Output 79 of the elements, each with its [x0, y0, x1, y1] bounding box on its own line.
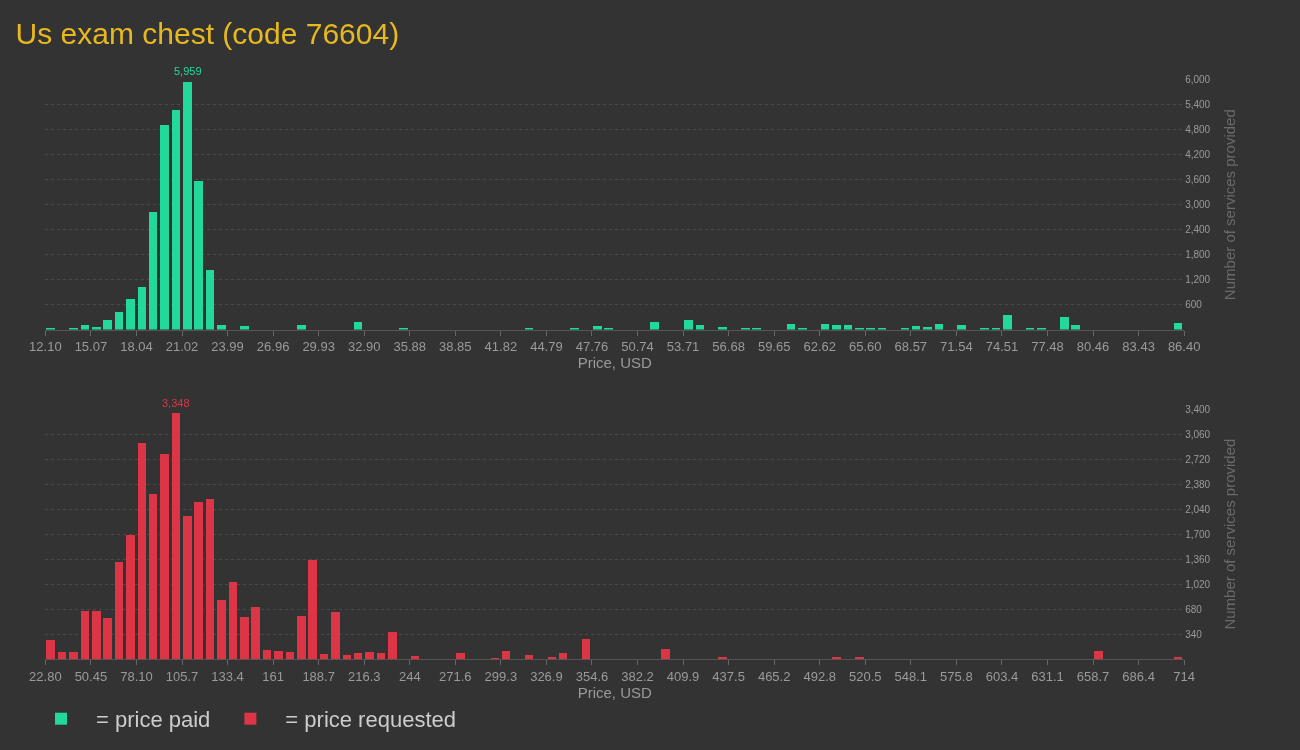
x-tick-label: 26.96 [256, 339, 290, 355]
x-tick-label: 50.45 [74, 668, 108, 684]
x-tick-label: 714 [1173, 668, 1195, 684]
x-tick-label: 133.4 [211, 668, 244, 684]
x-tick-label: 41.82 [484, 339, 518, 355]
x-tick-label: 56.68 [712, 339, 745, 355]
y-tick-label: 340 [1185, 628, 1203, 640]
x-tick-label: 188.7 [302, 668, 335, 684]
x-tick-label: 603.4 [985, 668, 1019, 684]
y-tick-label: 2,720 [1185, 453, 1211, 465]
y-tick-label: 2,040 [1185, 503, 1211, 515]
x-tick-label: 492.8 [803, 668, 836, 684]
x-tick-label: 23.99 [211, 339, 244, 355]
y-tick-label: 3,060 [1185, 428, 1211, 440]
x-tick-label: 29.93 [302, 339, 335, 355]
x-tick-label: 77.48 [1031, 339, 1064, 355]
x-tick-label: 44.79 [530, 339, 563, 355]
x-tick-label: 12.10 [29, 339, 62, 355]
x-tick-label: 35.88 [393, 339, 427, 355]
y-tick-label: 3,000 [1185, 199, 1211, 211]
x-tick-label: 326.9 [530, 668, 563, 684]
data-label: 5,959 [174, 65, 202, 77]
x-tick-label: 38.85 [439, 339, 472, 355]
y-tick-label: 1,700 [1185, 528, 1211, 540]
y-tick-label: 1,800 [1185, 249, 1211, 261]
legend-label: = price requested [285, 707, 456, 733]
y-tick-label: 1,200 [1185, 274, 1211, 286]
x-tick-label: 15.07 [74, 339, 108, 355]
legend-label: = price paid [96, 707, 211, 733]
y-tick-label: 3,600 [1185, 174, 1211, 186]
x-tick-label: 80.46 [1076, 339, 1110, 355]
x-tick-label: 18.04 [120, 339, 153, 355]
x-tick-label: 409.9 [666, 668, 700, 684]
x-tick-label: 59.65 [757, 339, 791, 355]
chart-title: Us exam chest (code 76604) [15, 17, 400, 51]
x-tick-label: 161 [262, 668, 284, 684]
x-tick-label: 32.90 [347, 339, 381, 355]
x-tick-label: 22.80 [29, 668, 62, 684]
x-tick-label: 299.3 [484, 668, 518, 684]
x-tick-label: 382.2 [621, 668, 654, 684]
x-tick-label: 465.2 [757, 668, 791, 684]
data-label: 3,348 [162, 397, 190, 409]
x-tick-label: 437.5 [712, 668, 745, 684]
x-tick-label: 47.76 [575, 339, 609, 355]
x-tick-label: 86.40 [1167, 339, 1201, 355]
x-tick-label: 354.6 [575, 668, 609, 684]
x-tick-label: 244 [398, 668, 421, 684]
x-tick-label: 631.1 [1031, 668, 1064, 684]
y-tick-label: 4,800 [1185, 124, 1211, 136]
x-tick-label: 62.62 [803, 339, 836, 355]
y-tick-label: 1,360 [1185, 553, 1211, 565]
x-tick-label: 548.1 [894, 668, 928, 684]
x-tick-label: 74.51 [985, 339, 1019, 355]
x-tick-label: 83.43 [1122, 339, 1155, 355]
x-tick-label: 65.60 [849, 339, 882, 355]
x-tick-label: 50.74 [621, 339, 654, 355]
x-tick-label: 575.8 [940, 668, 973, 684]
x-tick-label: 216.3 [347, 668, 381, 684]
y-tick-label: 6,000 [1185, 74, 1211, 86]
x-tick-label: 68.57 [894, 339, 928, 355]
y-tick-label: 1,020 [1185, 578, 1211, 590]
y-tick-label: 2,380 [1185, 478, 1211, 490]
x-tick-label: 78.10 [120, 668, 153, 684]
x-tick-label: 520.5 [849, 668, 882, 684]
x-axis-title: Price, USD [577, 683, 652, 701]
x-tick-label: 658.7 [1076, 668, 1110, 684]
x-axis-title: Price, USD [577, 354, 652, 372]
x-tick-label: 71.54 [940, 339, 973, 355]
x-tick-label: 53.71 [666, 339, 700, 355]
y-tick-label: 600 [1185, 299, 1203, 311]
y-tick-label: 680 [1185, 603, 1203, 615]
x-tick-label: 271.6 [439, 668, 472, 684]
y-tick-label: 5,400 [1185, 99, 1211, 111]
y-tick-label: 3,400 [1185, 403, 1211, 415]
y-tick-label: 4,200 [1185, 149, 1211, 161]
x-tick-label: 21.02 [165, 339, 199, 355]
x-tick-label: 105.7 [165, 668, 199, 684]
y-tick-label: 2,400 [1185, 224, 1211, 236]
x-tick-label: 686.4 [1122, 668, 1155, 684]
